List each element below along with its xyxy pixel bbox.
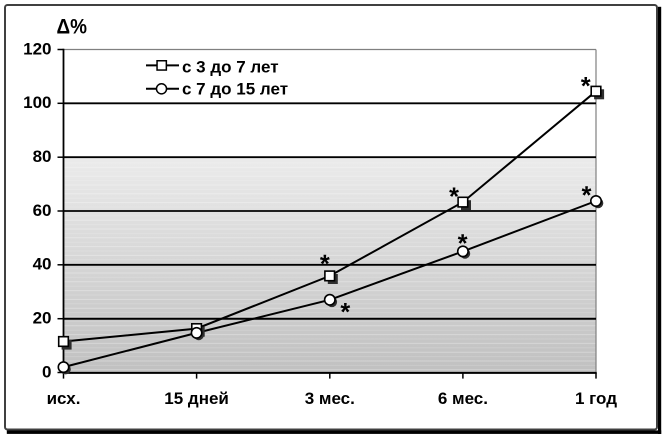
svg-text:3 мес.: 3 мес. xyxy=(305,389,355,408)
svg-text:120: 120 xyxy=(23,39,51,58)
svg-text:80: 80 xyxy=(33,147,52,166)
svg-text:с 7 до 15 лет: с 7 до 15 лет xyxy=(182,79,288,98)
svg-text:Δ%: Δ% xyxy=(57,14,88,38)
svg-text:15 дней: 15 дней xyxy=(164,389,229,408)
svg-text:60: 60 xyxy=(33,201,52,220)
svg-text:100: 100 xyxy=(23,93,51,112)
svg-text:40: 40 xyxy=(33,255,52,274)
svg-text:6 мес.: 6 мес. xyxy=(438,389,488,408)
svg-text:20: 20 xyxy=(33,309,52,328)
svg-text:исх.: исх. xyxy=(47,389,81,408)
svg-text:1 год: 1 год xyxy=(575,389,617,408)
svg-text:с 3 до 7 лет: с 3 до 7 лет xyxy=(182,57,279,76)
svg-text:0: 0 xyxy=(42,362,51,381)
